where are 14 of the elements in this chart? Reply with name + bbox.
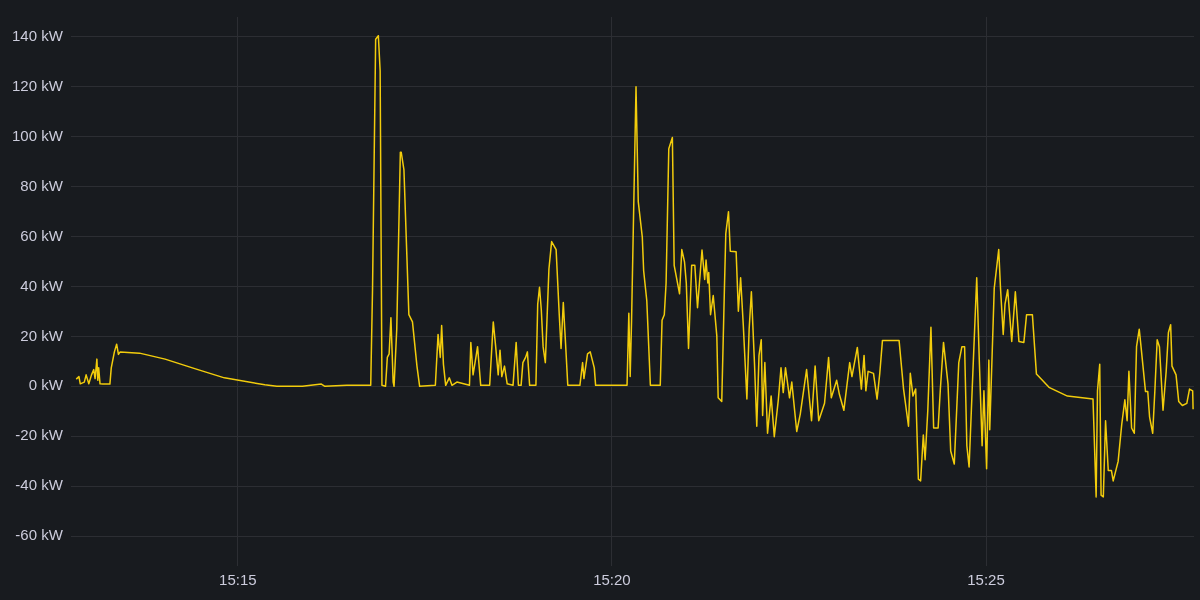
y-tick-label: 60 kW: [20, 226, 64, 244]
y-tick-label: 20 kW: [20, 326, 64, 344]
y-tick-label: 80 kW: [20, 176, 64, 194]
y-tick-label: 140 kW: [11, 27, 64, 45]
y-tick-label: -40 kW: [15, 476, 64, 494]
y-tick-label: 120 kW: [11, 77, 64, 95]
y-tick-label: 40 kW: [20, 276, 64, 294]
x-tick-label: 15:20: [593, 571, 631, 589]
y-tick-label: 100 kW: [11, 126, 64, 144]
x-tick-label: 15:25: [967, 571, 1005, 589]
y-tick-label: -60 kW: [15, 526, 64, 544]
y-tick-label: -20 kW: [15, 426, 64, 444]
y-tick-label: 0 kW: [28, 376, 64, 394]
x-tick-label: 15:15: [219, 571, 257, 589]
